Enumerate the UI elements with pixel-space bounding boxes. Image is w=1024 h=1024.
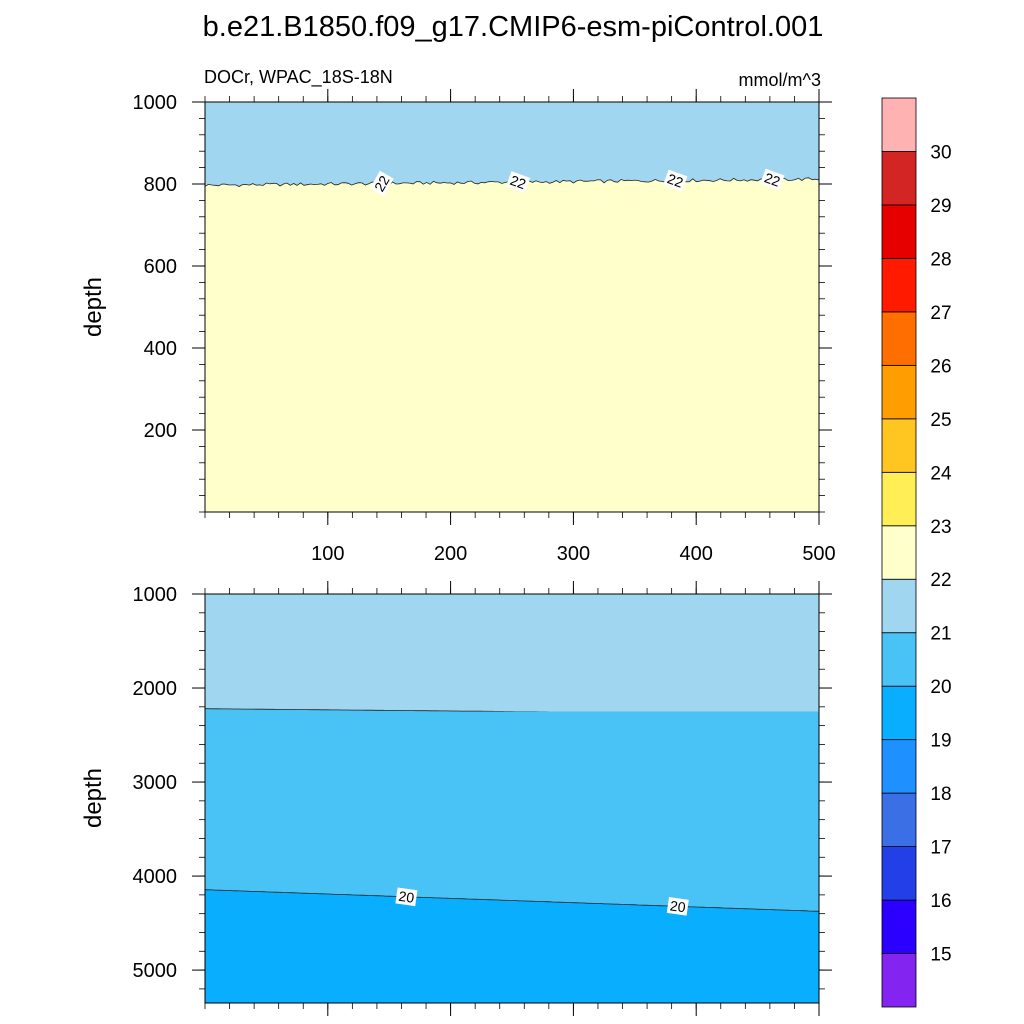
colorbar-label: 24 bbox=[930, 463, 952, 484]
y-tick-label: 3000 bbox=[133, 772, 178, 794]
colorbar-swatch bbox=[881, 311, 917, 366]
colorbar-swatch bbox=[881, 151, 917, 206]
colorbar-swatch bbox=[881, 739, 917, 794]
contour-region bbox=[205, 594, 819, 715]
colorbar-label: 21 bbox=[930, 624, 951, 645]
colorbar-swatch bbox=[881, 204, 917, 259]
y-axis-label: depth bbox=[80, 768, 107, 828]
contour-label-text: 20 bbox=[398, 888, 416, 906]
y-tick-label: 5000 bbox=[133, 960, 178, 982]
colorbar-label: 25 bbox=[930, 410, 951, 431]
x-tick-label: 400 bbox=[680, 543, 713, 565]
contour-region bbox=[205, 102, 819, 187]
colorbar-label: 30 bbox=[930, 142, 951, 163]
colorbar-swatch bbox=[881, 632, 917, 687]
plot-frame bbox=[204, 593, 820, 1004]
x-tick-label: 500 bbox=[802, 543, 835, 565]
colorbar: 15 16 17 18 19 20 21 22 23 24 25 26 27 28 29 30 bbox=[881, 97, 952, 1008]
colorbar-label: 28 bbox=[930, 249, 951, 270]
contour-label-text: 22 bbox=[371, 173, 393, 195]
colorbar-swatch bbox=[881, 578, 917, 634]
contour-region bbox=[205, 889, 819, 1003]
contour-label: 22 bbox=[760, 168, 785, 191]
colorbar-label: 22 bbox=[930, 570, 951, 591]
colorbar-label: 16 bbox=[930, 891, 951, 912]
colorbar-label: 19 bbox=[930, 731, 951, 752]
plot-frame bbox=[204, 101, 820, 513]
colorbar-label: 17 bbox=[930, 838, 951, 859]
contour-label: 20 bbox=[666, 897, 689, 916]
contour-line bbox=[204, 889, 820, 912]
contour-label: 20 bbox=[395, 887, 418, 907]
colorbar-swatch bbox=[881, 471, 917, 527]
colorbar-swatch bbox=[881, 364, 917, 420]
colorbar-swatch bbox=[881, 899, 917, 954]
contour-label-text: 22 bbox=[665, 170, 685, 190]
contour-region bbox=[205, 711, 819, 912]
lower-panel: 20 20 1000 2000 3000 4000 5000 depth bbox=[80, 581, 832, 1016]
y-tick-label: 1000 bbox=[133, 92, 178, 114]
chart-subtitle-left: DOCr, WPAC_18S-18N bbox=[204, 67, 393, 88]
colorbar-label: 15 bbox=[930, 945, 951, 966]
y-tick-label: 1000 bbox=[133, 584, 178, 606]
contour-label-text: 22 bbox=[508, 172, 528, 192]
colorbar-label: 20 bbox=[930, 677, 951, 698]
y-tick-label: 4000 bbox=[133, 866, 178, 888]
contour-label-text: 22 bbox=[762, 169, 782, 189]
y-tick-label: 800 bbox=[144, 174, 177, 196]
colorbar-swatch bbox=[881, 258, 917, 313]
colorbar-swatch bbox=[881, 953, 917, 1008]
contour-region bbox=[205, 177, 819, 513]
colorbar-swatch bbox=[881, 685, 917, 741]
colorbar-swatch bbox=[881, 97, 917, 152]
x-tick-label: 200 bbox=[434, 543, 467, 565]
contour-label: 22 bbox=[506, 171, 531, 194]
contour-label-text: 20 bbox=[669, 897, 687, 915]
colorbar-label: 29 bbox=[930, 196, 951, 217]
colorbar-label: 27 bbox=[930, 303, 951, 324]
y-tick-label: 600 bbox=[144, 256, 177, 278]
contour-label: 22 bbox=[663, 169, 688, 192]
colorbar-swatch bbox=[881, 792, 917, 847]
y-axis-label: depth bbox=[80, 277, 107, 337]
x-tick-label: 300 bbox=[557, 543, 590, 565]
colorbar-label: 18 bbox=[930, 784, 951, 805]
upper-panel: 22 22 22 22 200 400 600 800 1000 100 200 300 400 500 d… bbox=[80, 89, 836, 565]
y-tick-label: 2000 bbox=[133, 678, 178, 700]
colorbar-swatch bbox=[881, 418, 917, 473]
chart-title: b.e21.B1850.f09_g17.CMIP6-esm-piControl.… bbox=[203, 11, 824, 43]
y-tick-label: 200 bbox=[144, 420, 177, 442]
colorbar-label: 23 bbox=[930, 517, 951, 538]
x-tick-label: 100 bbox=[311, 543, 344, 565]
y-tick-label: 400 bbox=[144, 338, 177, 360]
colorbar-label: 26 bbox=[930, 356, 951, 377]
colorbar-swatch bbox=[881, 846, 917, 901]
chart-units: mmol/m^3 bbox=[739, 70, 821, 90]
colorbar-swatch bbox=[881, 525, 917, 580]
contour-label: 22 bbox=[369, 170, 394, 197]
